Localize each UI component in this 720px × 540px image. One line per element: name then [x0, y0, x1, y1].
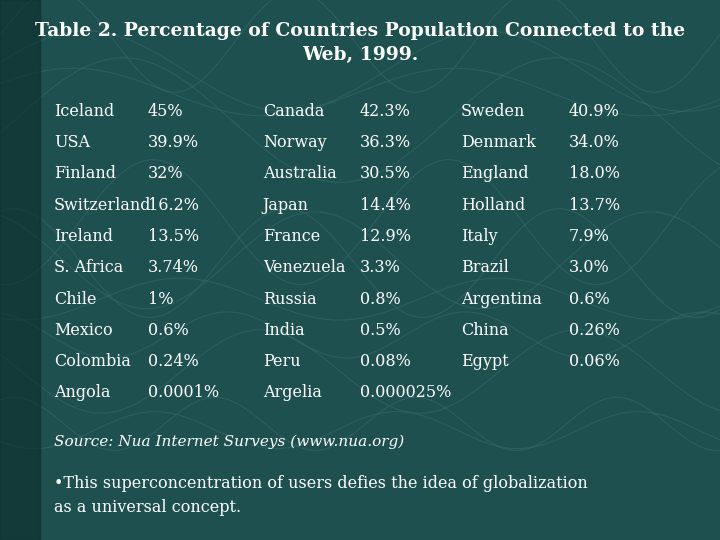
Text: 42.3%: 42.3% — [360, 103, 411, 119]
Text: Brazil: Brazil — [461, 259, 508, 276]
Text: 0.26%: 0.26% — [569, 322, 620, 339]
Text: Russia: Russia — [263, 291, 316, 307]
Text: 45%: 45% — [148, 103, 183, 119]
Text: Switzerland: Switzerland — [54, 197, 151, 213]
Text: Australia: Australia — [263, 165, 336, 182]
Text: 16.2%: 16.2% — [148, 197, 199, 213]
Text: Norway: Norway — [263, 134, 326, 151]
Text: 1%: 1% — [148, 291, 173, 307]
Text: Argelia: Argelia — [263, 384, 322, 401]
Text: England: England — [461, 165, 528, 182]
Text: Chile: Chile — [54, 291, 96, 307]
Text: Colombia: Colombia — [54, 353, 131, 370]
Text: 0.5%: 0.5% — [360, 322, 401, 339]
Text: 7.9%: 7.9% — [569, 228, 610, 245]
Text: 39.9%: 39.9% — [148, 134, 199, 151]
Text: 0.08%: 0.08% — [360, 353, 411, 370]
Text: 12.9%: 12.9% — [360, 228, 411, 245]
Text: 40.9%: 40.9% — [569, 103, 620, 119]
Text: 0.000025%: 0.000025% — [360, 384, 451, 401]
Text: •This superconcentration of users defies the idea of globalization
as a universa: •This superconcentration of users defies… — [54, 475, 588, 516]
Text: 0.6%: 0.6% — [569, 291, 610, 307]
Bar — [0, 0, 40, 540]
Text: Peru: Peru — [263, 353, 300, 370]
Text: 0.8%: 0.8% — [360, 291, 401, 307]
Text: Iceland: Iceland — [54, 103, 114, 119]
Text: China: China — [461, 322, 508, 339]
Text: Mexico: Mexico — [54, 322, 112, 339]
Text: 0.6%: 0.6% — [148, 322, 189, 339]
Text: Canada: Canada — [263, 103, 324, 119]
Text: 13.5%: 13.5% — [148, 228, 199, 245]
Text: 0.06%: 0.06% — [569, 353, 620, 370]
Text: 13.7%: 13.7% — [569, 197, 620, 213]
Text: Sweden: Sweden — [461, 103, 525, 119]
Text: Finland: Finland — [54, 165, 116, 182]
Text: Ireland: Ireland — [54, 228, 113, 245]
Text: Angola: Angola — [54, 384, 110, 401]
Text: 14.4%: 14.4% — [360, 197, 411, 213]
Text: Holland: Holland — [461, 197, 525, 213]
Text: France: France — [263, 228, 320, 245]
Text: 30.5%: 30.5% — [360, 165, 411, 182]
Text: 34.0%: 34.0% — [569, 134, 620, 151]
Text: Source: Nua Internet Surveys (www.nua.org): Source: Nua Internet Surveys (www.nua.or… — [54, 435, 404, 449]
Text: Egypt: Egypt — [461, 353, 508, 370]
Text: 3.3%: 3.3% — [360, 259, 401, 276]
Text: 3.0%: 3.0% — [569, 259, 610, 276]
Text: USA: USA — [54, 134, 90, 151]
Text: 0.0001%: 0.0001% — [148, 384, 219, 401]
Text: 3.74%: 3.74% — [148, 259, 199, 276]
Text: Italy: Italy — [461, 228, 498, 245]
Text: Argentina: Argentina — [461, 291, 541, 307]
Text: 0.24%: 0.24% — [148, 353, 198, 370]
Text: Web, 1999.: Web, 1999. — [302, 46, 418, 64]
Text: Japan: Japan — [263, 197, 309, 213]
Text: Table 2. Percentage of Countries Population Connected to the: Table 2. Percentage of Countries Populat… — [35, 22, 685, 39]
Text: Denmark: Denmark — [461, 134, 536, 151]
Text: 18.0%: 18.0% — [569, 165, 620, 182]
Text: Venezuela: Venezuela — [263, 259, 346, 276]
Text: 36.3%: 36.3% — [360, 134, 411, 151]
Text: S. Africa: S. Africa — [54, 259, 123, 276]
Text: 32%: 32% — [148, 165, 183, 182]
Text: India: India — [263, 322, 305, 339]
